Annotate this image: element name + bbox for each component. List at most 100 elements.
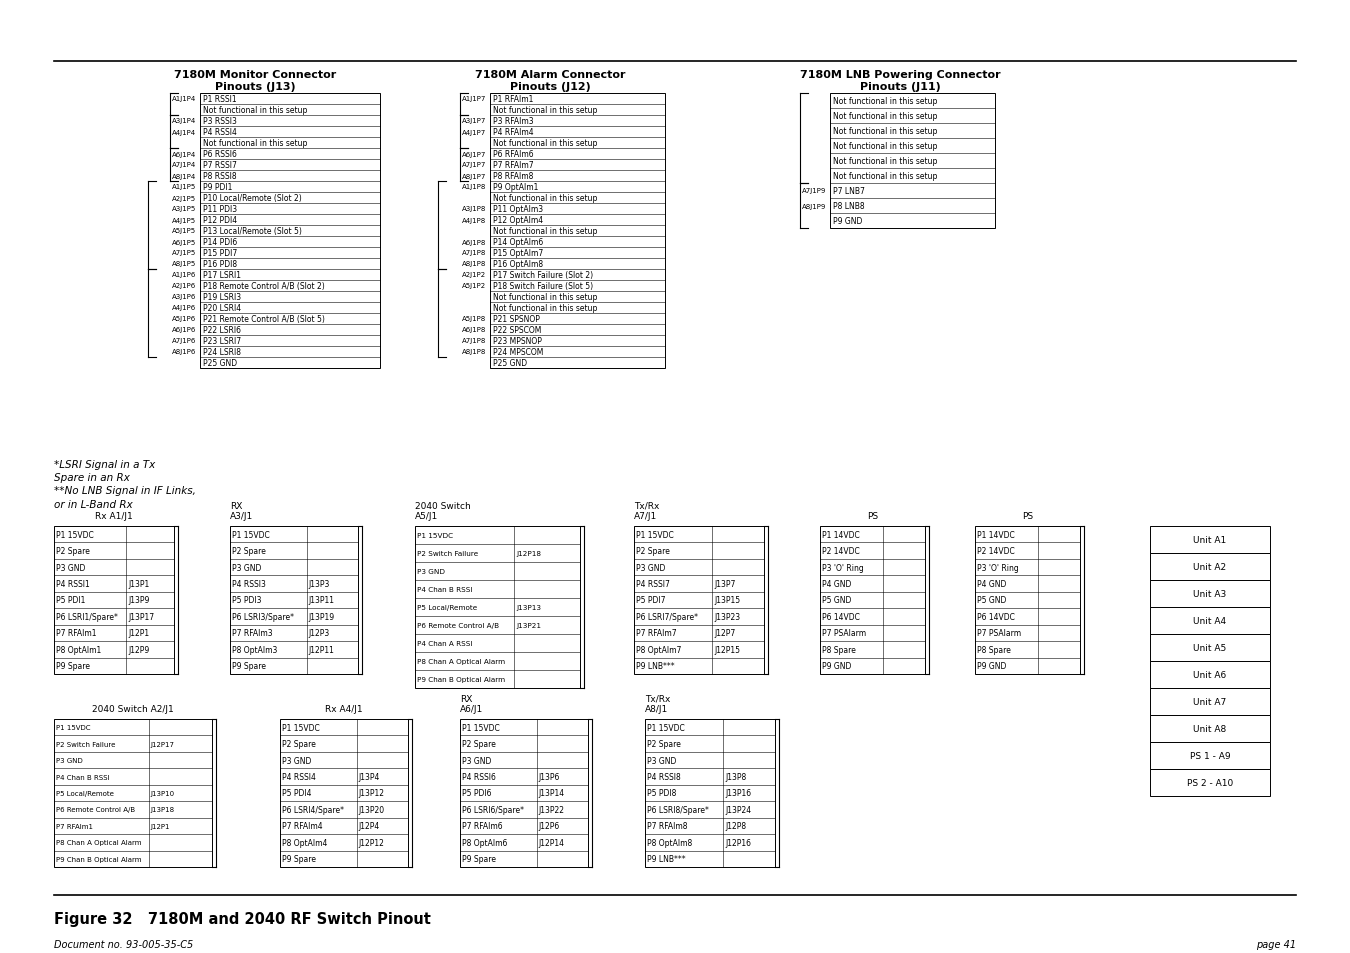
Text: P5 PDI8: P5 PDI8 bbox=[647, 789, 676, 798]
Text: A6J1P6: A6J1P6 bbox=[171, 327, 196, 334]
Text: Not functional in this setup: Not functional in this setup bbox=[833, 127, 937, 136]
Bar bbox=[414, 526, 580, 688]
Text: A8J1P5: A8J1P5 bbox=[171, 261, 196, 267]
Text: P6 LSRI8/Spare*: P6 LSRI8/Spare* bbox=[647, 805, 709, 814]
Text: J13P17: J13P17 bbox=[128, 612, 154, 621]
Text: P3 RSSI3: P3 RSSI3 bbox=[202, 117, 236, 126]
Text: P7 RFAlm1: P7 RFAlm1 bbox=[55, 823, 93, 829]
Text: P9 Chan B Optical Alarm: P9 Chan B Optical Alarm bbox=[55, 856, 142, 862]
Text: A5J1P5: A5J1P5 bbox=[171, 229, 196, 234]
Text: P22 SPSCOM: P22 SPSCOM bbox=[493, 326, 541, 335]
Text: A6/J1: A6/J1 bbox=[460, 704, 483, 713]
Text: P4 RSSI3: P4 RSSI3 bbox=[232, 579, 266, 588]
Text: P7 RFAlm1: P7 RFAlm1 bbox=[55, 629, 96, 638]
Text: P25 GND: P25 GND bbox=[202, 358, 238, 368]
Text: P4 Chan B RSSI: P4 Chan B RSSI bbox=[55, 774, 109, 780]
Bar bbox=[54, 720, 212, 867]
Text: P1 RSSI1: P1 RSSI1 bbox=[202, 95, 236, 104]
Text: P4 RSSI1: P4 RSSI1 bbox=[55, 579, 89, 588]
Text: P17 Switch Failure (Slot 2): P17 Switch Failure (Slot 2) bbox=[493, 271, 593, 280]
Text: Not functional in this setup: Not functional in this setup bbox=[493, 227, 597, 235]
Text: A4J1P4: A4J1P4 bbox=[171, 130, 196, 135]
Text: P10 Local/Remote (Slot 2): P10 Local/Remote (Slot 2) bbox=[202, 193, 302, 203]
Text: Unit A4: Unit A4 bbox=[1193, 617, 1227, 625]
Text: A3J1P8: A3J1P8 bbox=[462, 206, 486, 213]
Text: Not functional in this setup: Not functional in this setup bbox=[493, 139, 597, 148]
Text: P9 Spare: P9 Spare bbox=[462, 855, 495, 863]
Text: Not functional in this setup: Not functional in this setup bbox=[493, 304, 597, 313]
Text: P7 RFAlm8: P7 RFAlm8 bbox=[647, 821, 687, 830]
Bar bbox=[200, 94, 379, 369]
Text: P3 GND: P3 GND bbox=[636, 563, 666, 572]
Text: J13P13: J13P13 bbox=[516, 604, 541, 610]
Text: P3 GND: P3 GND bbox=[462, 756, 491, 765]
Text: A3J1P7: A3J1P7 bbox=[462, 118, 486, 125]
Text: J12P16: J12P16 bbox=[725, 838, 751, 847]
Text: P7 RFAlm7: P7 RFAlm7 bbox=[493, 161, 533, 170]
Text: P23 LSRI7: P23 LSRI7 bbox=[202, 336, 242, 346]
Text: A8/J1: A8/J1 bbox=[645, 704, 668, 713]
Text: A3J1P5: A3J1P5 bbox=[171, 206, 196, 213]
Bar bbox=[1150, 661, 1270, 688]
Text: Unit A2: Unit A2 bbox=[1193, 562, 1227, 572]
Text: P5 GND: P5 GND bbox=[977, 596, 1006, 605]
Bar bbox=[975, 526, 1080, 675]
Text: Unit A1: Unit A1 bbox=[1193, 536, 1227, 544]
Text: P12 PDI4: P12 PDI4 bbox=[202, 215, 238, 225]
Text: A6J1P8: A6J1P8 bbox=[462, 327, 486, 334]
Text: J12P8: J12P8 bbox=[725, 821, 747, 830]
Text: P1 15VDC: P1 15VDC bbox=[462, 723, 500, 732]
Text: P5 Local/Remote: P5 Local/Remote bbox=[417, 604, 478, 610]
Text: J12P7: J12P7 bbox=[714, 629, 736, 638]
Text: PS 1 - A9: PS 1 - A9 bbox=[1189, 751, 1230, 760]
Text: P21 Remote Control A/B (Slot 5): P21 Remote Control A/B (Slot 5) bbox=[202, 314, 325, 324]
Bar bbox=[645, 720, 775, 867]
Text: A7J1P7: A7J1P7 bbox=[462, 162, 486, 169]
Text: J13P22: J13P22 bbox=[539, 805, 564, 814]
Text: P16 OptAlm8: P16 OptAlm8 bbox=[493, 260, 543, 269]
Text: A2J1P6: A2J1P6 bbox=[171, 283, 196, 289]
Text: P14 PDI6: P14 PDI6 bbox=[202, 237, 238, 247]
Text: P2 Spare: P2 Spare bbox=[647, 740, 680, 748]
Text: Unit A8: Unit A8 bbox=[1193, 724, 1227, 733]
Text: J12P14: J12P14 bbox=[539, 838, 564, 847]
Text: P8 RFAlm8: P8 RFAlm8 bbox=[493, 172, 533, 181]
Text: P6 14VDC: P6 14VDC bbox=[977, 612, 1015, 621]
Text: Tx/Rx: Tx/Rx bbox=[645, 695, 671, 703]
Text: P8 Chan A Optical Alarm: P8 Chan A Optical Alarm bbox=[55, 840, 142, 845]
Bar bbox=[1150, 742, 1270, 769]
Text: A3J1P4: A3J1P4 bbox=[171, 118, 196, 125]
Text: P9 GND: P9 GND bbox=[822, 661, 852, 671]
Text: J12P1: J12P1 bbox=[151, 823, 170, 829]
Text: P9 GND: P9 GND bbox=[833, 216, 863, 226]
Text: P8 OptAlm4: P8 OptAlm4 bbox=[282, 838, 327, 847]
Text: P3 'O' Ring: P3 'O' Ring bbox=[822, 563, 864, 572]
Text: P8 OptAlm1: P8 OptAlm1 bbox=[55, 645, 101, 654]
Text: P13 Local/Remote (Slot 5): P13 Local/Remote (Slot 5) bbox=[202, 227, 302, 235]
Text: P18 Switch Failure (Slot 5): P18 Switch Failure (Slot 5) bbox=[493, 282, 593, 291]
Text: P6 Remote Control A/B: P6 Remote Control A/B bbox=[55, 806, 135, 813]
Text: P5 Local/Remote: P5 Local/Remote bbox=[55, 790, 113, 796]
Bar bbox=[1150, 688, 1270, 716]
Text: P8 OptAlm7: P8 OptAlm7 bbox=[636, 645, 682, 654]
Text: A7J1P6: A7J1P6 bbox=[171, 338, 196, 344]
Text: J13P4: J13P4 bbox=[359, 772, 381, 781]
Text: A4J1P6: A4J1P6 bbox=[171, 305, 196, 312]
Text: P1 15VDC: P1 15VDC bbox=[417, 533, 454, 538]
Text: P8 Spare: P8 Spare bbox=[822, 645, 856, 654]
Text: PS: PS bbox=[1022, 512, 1033, 520]
Text: A3/J1: A3/J1 bbox=[230, 512, 254, 520]
Text: P9 PDI1: P9 PDI1 bbox=[202, 183, 232, 192]
Text: J13P18: J13P18 bbox=[151, 806, 176, 813]
Text: Figure 32   7180M and 2040 RF Switch Pinout: Figure 32 7180M and 2040 RF Switch Pinou… bbox=[54, 911, 431, 926]
Text: J12P1: J12P1 bbox=[128, 629, 148, 638]
Text: A7J1P8: A7J1P8 bbox=[462, 251, 486, 256]
Text: P8 Spare: P8 Spare bbox=[977, 645, 1011, 654]
Text: P6 LSRI1/Spare*: P6 LSRI1/Spare* bbox=[55, 612, 117, 621]
Text: A5J1P2: A5J1P2 bbox=[462, 283, 486, 289]
Text: Tx/Rx: Tx/Rx bbox=[634, 501, 659, 511]
Text: P9 GND: P9 GND bbox=[977, 661, 1006, 671]
Text: A5J1P6: A5J1P6 bbox=[171, 316, 196, 322]
Text: 2040 Switch A2/J1: 2040 Switch A2/J1 bbox=[92, 704, 174, 713]
Text: J12P18: J12P18 bbox=[516, 551, 541, 557]
